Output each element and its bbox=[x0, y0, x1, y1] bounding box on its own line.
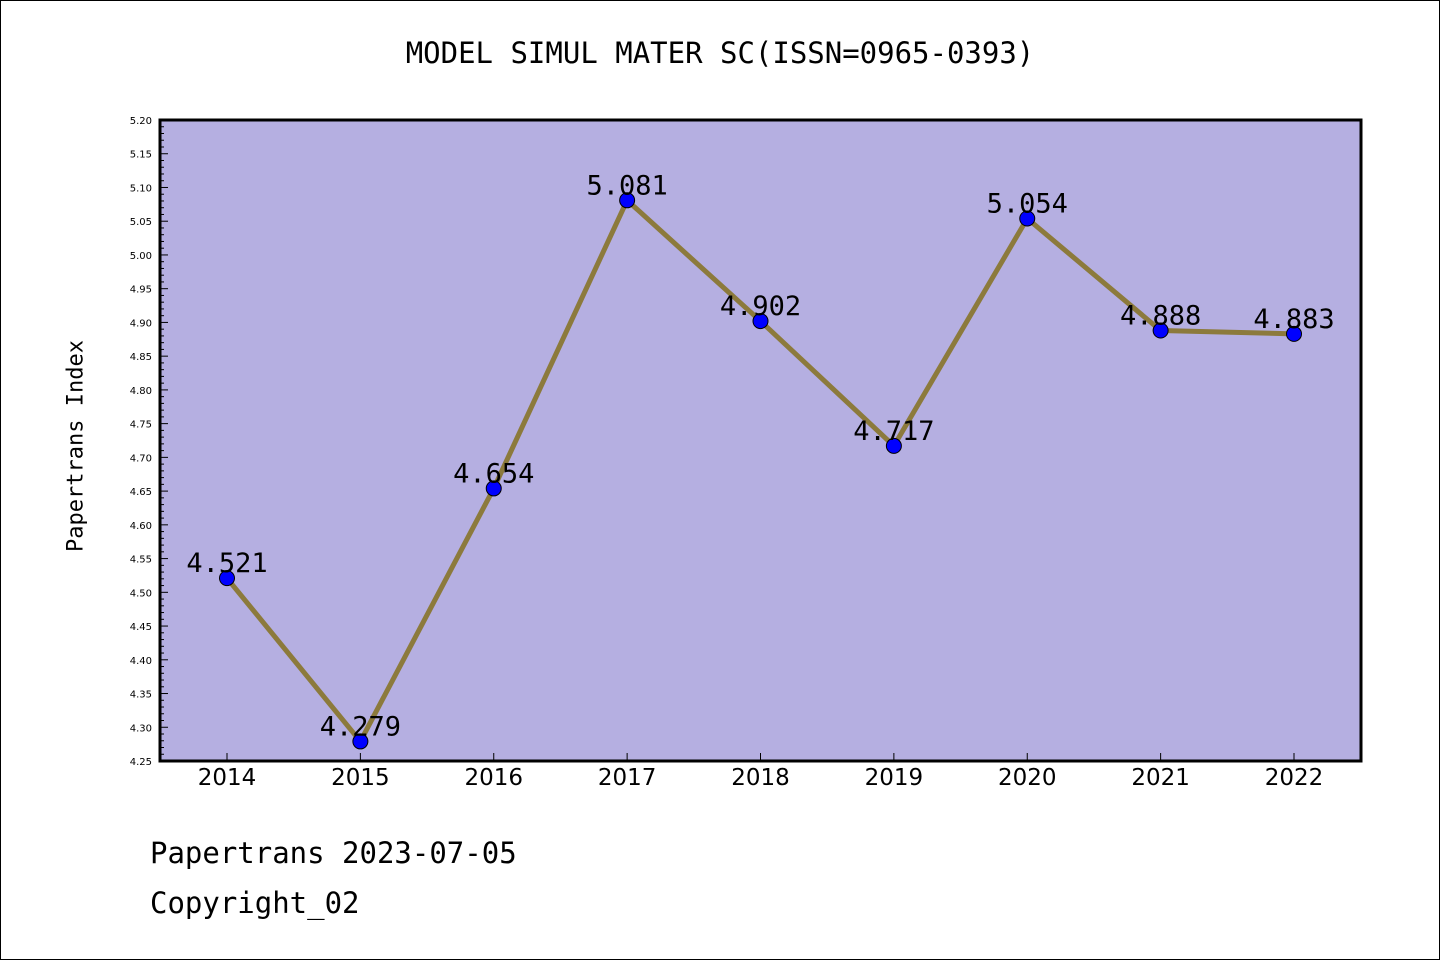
y-tick-label: 4.55 bbox=[130, 555, 152, 566]
y-tick-label: 4.35 bbox=[130, 690, 152, 701]
x-tick-label: 2017 bbox=[598, 765, 657, 791]
y-tick-label: 4.90 bbox=[130, 318, 152, 329]
y-tick-label: 4.45 bbox=[130, 622, 152, 633]
data-label: 4.717 bbox=[853, 416, 934, 447]
chart-title: MODEL SIMUL MATER SC(ISSN=0965-0393) bbox=[405, 36, 1035, 70]
x-tick-label: 2019 bbox=[865, 765, 924, 791]
data-point bbox=[352, 733, 369, 750]
y-tick-label: 5.05 bbox=[130, 217, 152, 228]
data-markers bbox=[219, 192, 1302, 750]
y-tick-label: 4.70 bbox=[130, 453, 152, 464]
data-point bbox=[485, 480, 502, 497]
y-tick-label: 5.15 bbox=[130, 150, 152, 161]
data-point bbox=[885, 437, 902, 454]
footer-date: Papertrans 2023-07-05 bbox=[150, 836, 517, 870]
x-tick-label: 2016 bbox=[464, 765, 523, 791]
y-tick-label: 4.50 bbox=[130, 588, 152, 599]
y-tick-label: 4.95 bbox=[130, 285, 152, 296]
y-tick-label: 4.30 bbox=[130, 723, 152, 734]
plot-border bbox=[158, 118, 1363, 763]
x-tick-label: 2015 bbox=[331, 765, 390, 791]
data-point bbox=[752, 313, 769, 330]
x-tick-label: 2021 bbox=[1131, 765, 1190, 791]
y-tick-label: 4.75 bbox=[130, 420, 152, 431]
data-point bbox=[219, 570, 235, 587]
y-tick-label: 4.80 bbox=[130, 386, 152, 397]
y-tick-label: 5.00 bbox=[130, 251, 152, 262]
y-axis-ticks: 4.25 4.30 4.35 4.40 4.45 4.50 4.55 4.60 4.65 4.70… bbox=[130, 116, 168, 768]
x-axis-ticks: 2014 2015 2016 2017 2018 2019 2020 2021 2022 bbox=[198, 753, 1324, 791]
x-tick-label: 2022 bbox=[1265, 765, 1324, 791]
y-tick-label: 5.20 bbox=[130, 116, 152, 127]
x-tick-label: 2018 bbox=[731, 765, 790, 791]
data-label: 4.521 bbox=[186, 548, 267, 579]
data-point bbox=[1019, 210, 1036, 227]
y-tick-label: 4.25 bbox=[130, 757, 152, 768]
y-tick-label: 5.10 bbox=[130, 183, 152, 194]
footer-copyright: Copyright_02 bbox=[150, 886, 360, 920]
data-labels: 4.521 4.279 4.654 5.081 4.902 4.717 5.054 4.888… bbox=[186, 170, 1334, 742]
data-label: 4.279 bbox=[320, 711, 401, 742]
y-tick-label: 4.40 bbox=[130, 656, 152, 667]
data-point bbox=[1152, 322, 1169, 339]
x-tick-label: 2014 bbox=[198, 765, 257, 791]
x-tick-label: 2020 bbox=[998, 765, 1057, 791]
plot-area bbox=[160, 120, 1361, 761]
data-point bbox=[619, 192, 636, 209]
data-point bbox=[1286, 325, 1302, 342]
y-tick-label: 4.65 bbox=[130, 487, 152, 498]
data-label: 5.081 bbox=[586, 170, 667, 201]
data-label: 4.883 bbox=[1253, 304, 1334, 335]
y-tick-label: 4.60 bbox=[130, 521, 152, 532]
data-label: 4.654 bbox=[453, 458, 534, 489]
data-label: 4.902 bbox=[720, 291, 801, 322]
y-tick-label: 4.85 bbox=[130, 352, 152, 363]
data-label: 5.054 bbox=[987, 189, 1068, 220]
data-label: 4.888 bbox=[1120, 301, 1201, 332]
